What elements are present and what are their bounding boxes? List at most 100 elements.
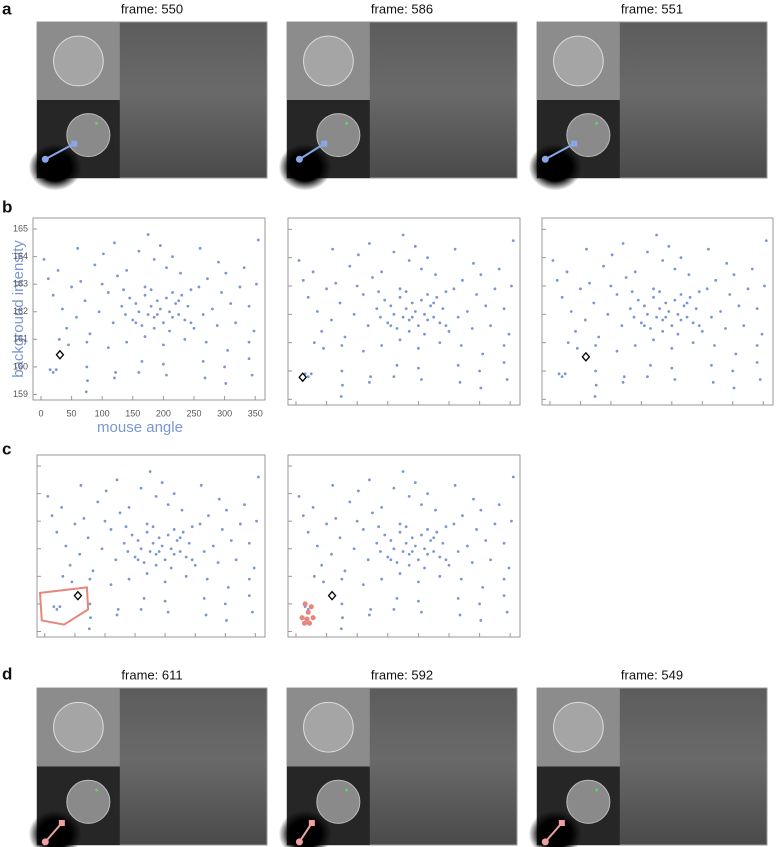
data-point <box>361 583 365 587</box>
data-point <box>423 566 426 570</box>
data-point <box>252 329 256 333</box>
data-point <box>664 301 668 305</box>
data-point <box>732 273 736 277</box>
data-point <box>140 324 144 327</box>
mouse-shadow <box>28 810 82 847</box>
data-point <box>687 273 691 277</box>
data-point <box>157 536 161 540</box>
data-point <box>234 321 238 325</box>
data-point <box>183 318 187 322</box>
data-point <box>51 293 55 297</box>
plot-frame <box>32 217 266 401</box>
data-point <box>223 602 227 606</box>
data-point <box>426 552 429 556</box>
data-point <box>312 341 316 345</box>
data-point <box>621 242 625 245</box>
data-point <box>186 304 190 308</box>
data-point <box>339 627 343 631</box>
data-point <box>413 544 417 548</box>
data-point <box>168 329 171 333</box>
data-point <box>184 555 188 559</box>
data-point <box>429 304 433 308</box>
data-point <box>484 539 488 542</box>
y-tick-label: 163 <box>13 279 28 289</box>
data-point <box>551 259 555 262</box>
skeleton-point <box>295 838 303 846</box>
data-point <box>426 293 429 296</box>
data-point <box>223 365 226 369</box>
data-point <box>563 372 567 376</box>
data-point <box>166 533 170 537</box>
data-point <box>163 580 167 584</box>
data-point <box>104 489 108 493</box>
data-point <box>64 544 68 548</box>
data-point <box>670 324 674 328</box>
data-point <box>392 375 396 379</box>
data-point <box>171 315 174 319</box>
data-point <box>713 344 716 347</box>
dish <box>553 701 604 753</box>
data-point <box>65 326 69 330</box>
data-point <box>592 301 596 305</box>
data-point <box>83 299 87 303</box>
data-point <box>79 280 83 283</box>
data-point <box>187 541 191 545</box>
data-point <box>226 585 230 589</box>
data-point <box>88 577 92 581</box>
data-point <box>79 483 83 487</box>
data-point <box>594 383 598 387</box>
data-point <box>395 561 399 564</box>
data-point <box>160 544 164 548</box>
data-point <box>667 244 671 248</box>
data-point <box>247 594 251 598</box>
data-point <box>670 346 674 350</box>
data-point <box>407 552 411 556</box>
panel-letter: a <box>2 0 12 18</box>
data-point <box>199 483 203 487</box>
data-point <box>341 383 344 387</box>
data-point <box>484 304 488 308</box>
skeleton-line <box>44 142 75 161</box>
data-point <box>169 547 173 551</box>
skeleton-line <box>544 822 563 843</box>
data-point <box>177 299 181 303</box>
data-point <box>481 585 485 589</box>
data-point <box>502 307 506 311</box>
camera-frame <box>278 21 518 191</box>
data-point <box>588 281 591 285</box>
data-point <box>127 505 131 509</box>
data-point <box>407 259 411 262</box>
data-point <box>142 561 146 564</box>
data-point <box>145 572 149 575</box>
data-point <box>401 233 405 237</box>
selected-point <box>308 604 314 610</box>
data-point <box>507 566 511 570</box>
selection-polygon <box>38 586 90 626</box>
data-point <box>719 310 722 313</box>
data-point <box>86 536 90 540</box>
data-point <box>398 522 402 526</box>
data-point <box>116 608 120 611</box>
data-point <box>180 293 184 297</box>
data-point <box>661 259 665 262</box>
data-point <box>452 287 456 291</box>
data-point <box>560 375 564 379</box>
scatter-plot <box>36 454 266 638</box>
data-point <box>667 310 671 313</box>
data-point <box>398 295 402 299</box>
data-point <box>389 324 393 328</box>
panel-letter: d <box>2 664 12 683</box>
data-point <box>247 577 251 581</box>
data-point <box>652 338 655 342</box>
data-point <box>115 478 119 482</box>
data-point <box>207 514 210 518</box>
data-point <box>320 329 324 333</box>
data-point <box>88 602 92 606</box>
data-point <box>602 264 605 268</box>
data-point <box>111 321 115 325</box>
data-point <box>511 475 515 479</box>
data-point <box>114 371 118 374</box>
data-point <box>622 375 626 379</box>
data-point <box>497 503 501 507</box>
skeleton-point <box>41 155 49 163</box>
